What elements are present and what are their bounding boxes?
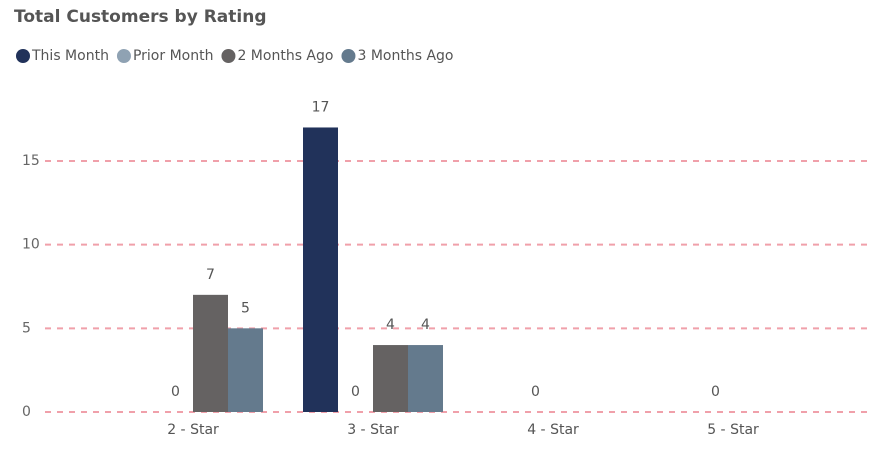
y-tick-label: 5	[22, 320, 31, 336]
bar	[228, 328, 263, 412]
data-label: 7	[206, 267, 215, 283]
bar	[193, 294, 228, 412]
data-label: 4	[386, 317, 395, 333]
bar	[303, 127, 338, 412]
data-label: 0	[351, 384, 360, 400]
y-tick-label: 0	[22, 404, 31, 420]
legend-swatch	[16, 49, 30, 63]
y-tick-label: 15	[22, 153, 40, 169]
chart-title: Total Customers by Rating	[14, 7, 267, 27]
bar	[373, 345, 408, 412]
data-label: 4	[421, 317, 430, 333]
legend-label: 3 Months Ago	[357, 48, 453, 64]
legend-swatch	[221, 49, 236, 63]
data-label: 5	[241, 300, 250, 316]
legend-swatch	[341, 49, 356, 63]
legend-label: 2 Months Ago	[237, 48, 333, 64]
x-tick-label: 4 - Star	[527, 422, 579, 438]
bar	[408, 345, 443, 412]
data-label: 0	[531, 384, 540, 400]
y-tick-label: 10	[22, 237, 40, 253]
data-label: 17	[312, 99, 330, 115]
x-tick-label: 3 - Star	[347, 422, 399, 438]
x-tick-label: 2 - Star	[167, 422, 219, 438]
legend-swatch	[116, 49, 131, 63]
legend-label: This Month	[31, 48, 109, 64]
x-tick-label: 5 - Star	[707, 422, 759, 438]
data-label: 0	[711, 384, 720, 400]
data-label: 0	[171, 384, 180, 400]
legend-label: Prior Month	[133, 48, 214, 64]
